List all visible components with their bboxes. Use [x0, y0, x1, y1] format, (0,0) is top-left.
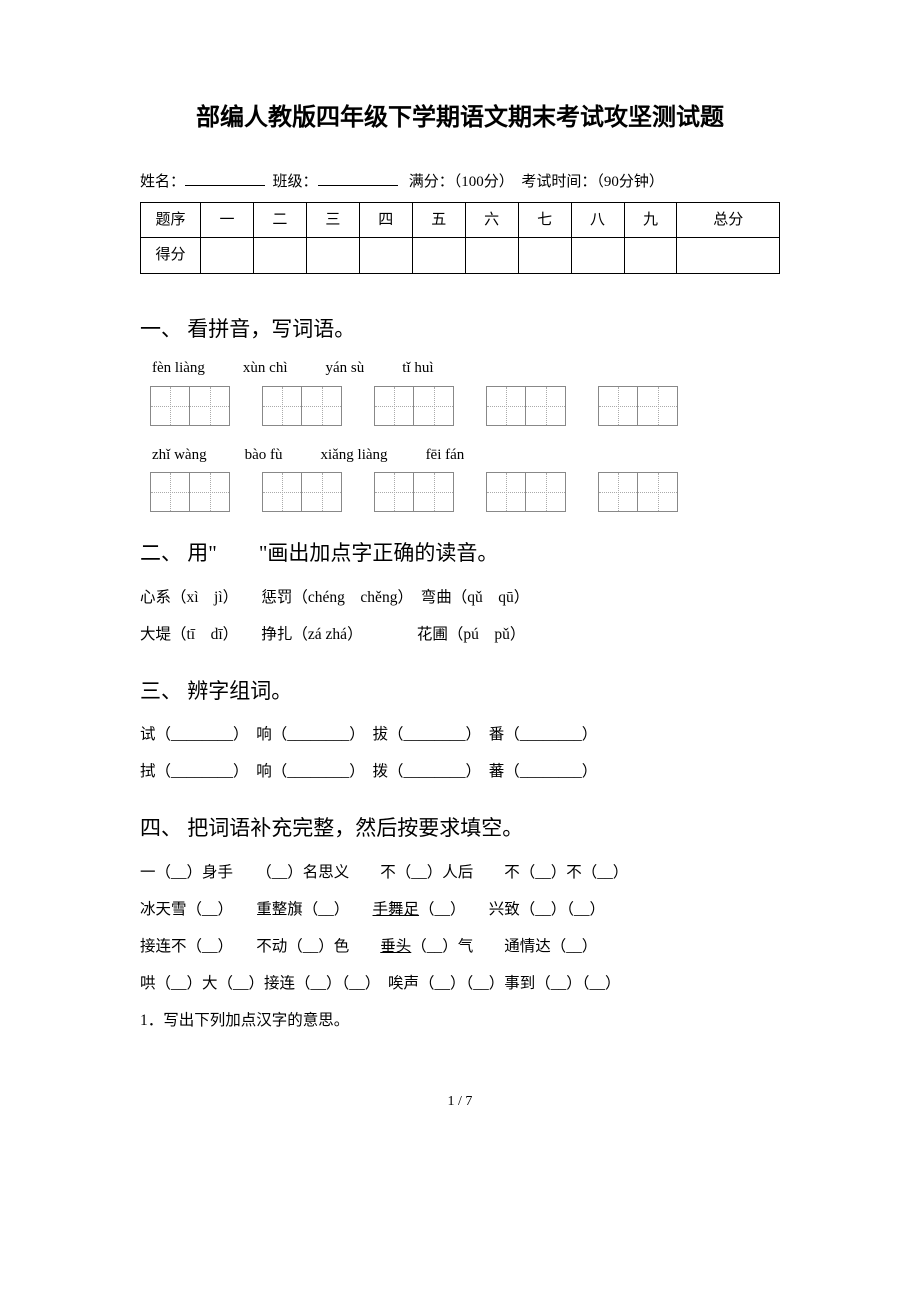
char-box-pair	[150, 386, 230, 426]
pinyin: xiǎng liàng	[320, 444, 387, 467]
name-label: 姓名：	[140, 174, 185, 190]
char-box-pair	[486, 472, 566, 512]
text: （__） 兴致（__）（__）	[419, 901, 605, 918]
pinyin: yán sù	[325, 357, 364, 380]
row2-label: 得分	[141, 238, 201, 274]
page-title: 部编人教版四年级下学期语文期末考试攻坚测试题	[140, 100, 780, 136]
char-box-pair	[598, 472, 678, 512]
score-value-row: 得分	[141, 238, 780, 274]
text: 接连不（__） 不动（__）色	[140, 938, 380, 955]
cell	[412, 238, 465, 274]
char-box-pair	[262, 472, 342, 512]
cell	[253, 238, 306, 274]
cell	[465, 238, 518, 274]
time-val: （90分钟）	[596, 174, 664, 190]
pinyin: fēi fán	[426, 444, 465, 467]
char-box-pair	[374, 386, 454, 426]
score-label: 满分：	[409, 174, 454, 190]
page-number: 1 / 7	[140, 1091, 780, 1112]
section-4-title: 四、 把词语补充完整，然后按要求填空。	[140, 813, 780, 845]
pinyin: bào fù	[245, 444, 283, 467]
cell	[359, 238, 412, 274]
char-box-pair	[598, 386, 678, 426]
pinyin: zhǐ wàng	[152, 444, 207, 467]
s4-line3: 接连不（__） 不动（__）色 垂头（__）气 通情达（__）	[140, 931, 780, 962]
th-7: 七	[518, 202, 571, 238]
score-val: （100分）	[454, 174, 514, 190]
s4-line4: 哄（__）大（__）接连（__）（__） 唉声（__）（__）事到（__）（__…	[140, 968, 780, 999]
cell	[306, 238, 359, 274]
section-3-title: 三、 辨字组词。	[140, 676, 780, 708]
cell	[677, 238, 780, 274]
class-blank	[318, 171, 398, 186]
pinyin: xùn chì	[243, 357, 288, 380]
class-label: 班级：	[273, 174, 318, 190]
underlined: 手舞足	[373, 901, 420, 918]
cell	[518, 238, 571, 274]
pinyin: tǐ huì	[402, 357, 433, 380]
pinyin-row-2: zhǐ wàng bào fù xiǎng liàng fēi fán	[152, 444, 780, 467]
char-box-pair	[150, 472, 230, 512]
pinyin-row-1: fèn liàng xùn chì yán sù tǐ huì	[152, 357, 780, 380]
underlined: 垂头	[380, 938, 411, 955]
s3-line1: 试（________） 响（________） 拔（________） 番（__…	[140, 719, 780, 750]
pinyin: fèn liàng	[152, 357, 205, 380]
cell	[624, 238, 677, 274]
char-box-pair	[374, 472, 454, 512]
th-6: 六	[465, 202, 518, 238]
char-box-row-1	[150, 386, 780, 426]
th-1: 一	[201, 202, 254, 238]
th-2: 二	[253, 202, 306, 238]
char-box-pair	[262, 386, 342, 426]
char-box-pair	[486, 386, 566, 426]
s3-line2: 拭（________） 响（________） 拨（________） 蕃（__…	[140, 756, 780, 787]
s4-line5: 1．写出下列加点汉字的意思。	[140, 1005, 780, 1036]
exam-info: 姓名： 班级： 满分：（100分） 考试时间：（90分钟）	[140, 171, 780, 194]
section-2-title: 二、 用" "画出加点字正确的读音。	[140, 538, 780, 570]
time-label: 考试时间：	[521, 174, 596, 190]
s4-line2: 冰天雪（__） 重整旗（__） 手舞足（__） 兴致（__）（__）	[140, 894, 780, 925]
score-table: 题序 一 二 三 四 五 六 七 八 九 总分 得分	[140, 202, 780, 274]
th-4: 四	[359, 202, 412, 238]
char-box-row-2	[150, 472, 780, 512]
th-5: 五	[412, 202, 465, 238]
s2-line1: 心系（xì jì） 惩罚（chéng chěng） 弯曲（qǔ qū）	[140, 582, 780, 613]
text: 冰天雪（__） 重整旗（__）	[140, 901, 373, 918]
th-10: 总分	[677, 202, 780, 238]
s2-line2: 大堤（tī dī） 挣扎（zá zhá） 花圃（pú pǔ）	[140, 619, 780, 650]
cell	[201, 238, 254, 274]
th-3: 三	[306, 202, 359, 238]
text: （__）气 通情达（__）	[411, 938, 597, 955]
th-8: 八	[571, 202, 624, 238]
th-9: 九	[624, 202, 677, 238]
th-0: 题序	[141, 202, 201, 238]
section-1-title: 一、 看拼音，写词语。	[140, 314, 780, 346]
cell	[571, 238, 624, 274]
name-blank	[185, 171, 265, 186]
score-header-row: 题序 一 二 三 四 五 六 七 八 九 总分	[141, 202, 780, 238]
s4-line1: 一（__）身手 （__）名思义 不（__）人后 不（__）不（__）	[140, 857, 780, 888]
